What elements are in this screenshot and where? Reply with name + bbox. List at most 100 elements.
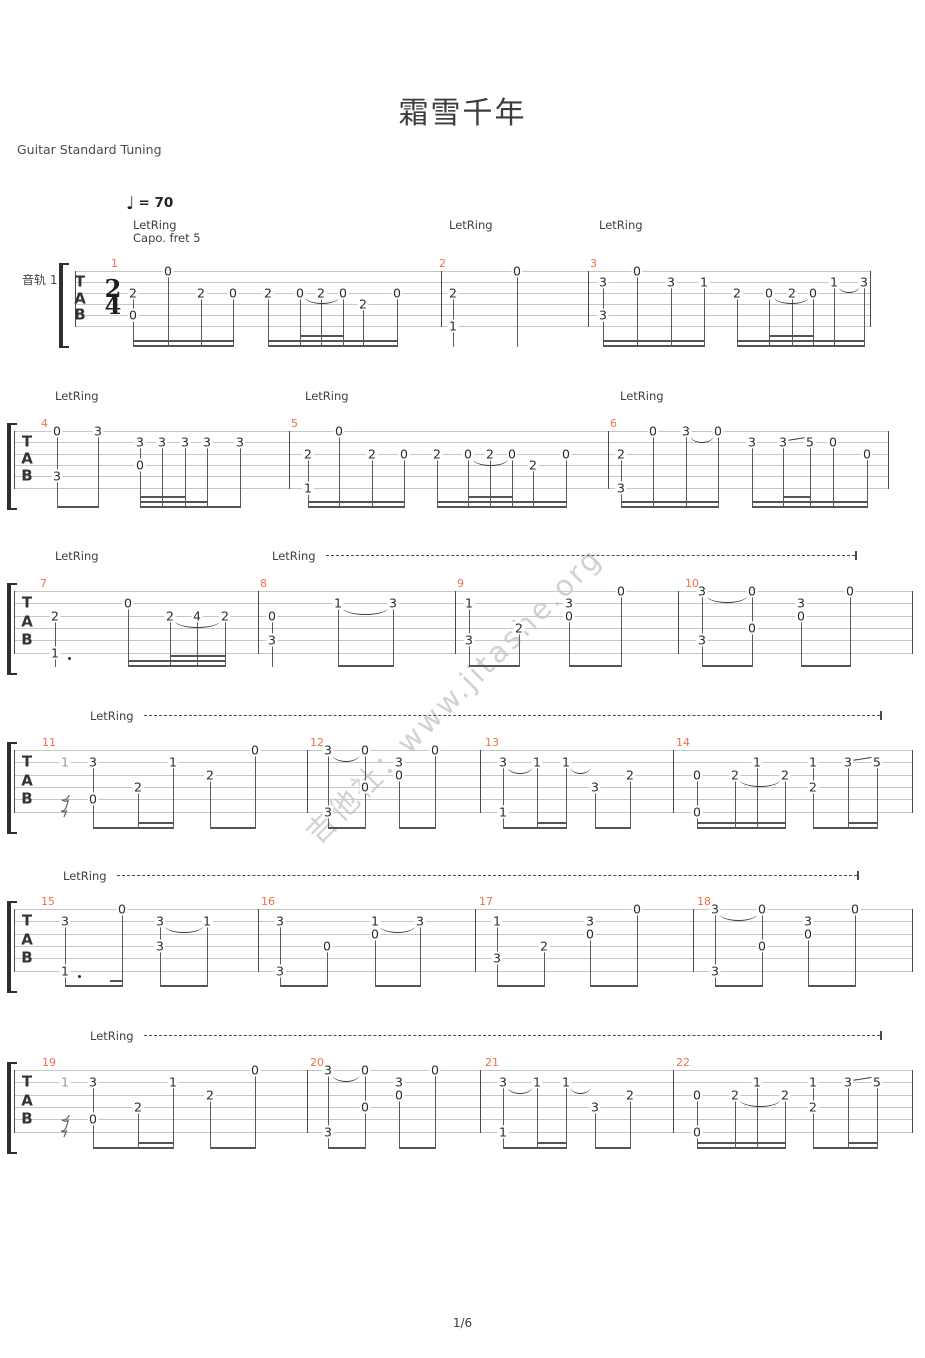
tab-note: 0 (631, 901, 643, 917)
note-stem (594, 792, 596, 830)
note-stem (717, 437, 719, 509)
note-stem (337, 609, 339, 668)
tab-note: 0 (337, 285, 349, 301)
note-stem (254, 756, 256, 830)
time-signature-bottom: 4 (104, 291, 122, 321)
staff-line (14, 627, 912, 629)
note-stem (374, 927, 376, 988)
tab-note: 0 (127, 307, 139, 323)
tab-note: 3 (696, 632, 708, 648)
note-stem (161, 448, 163, 509)
tab-note: 3 (589, 779, 601, 795)
note-stem (232, 299, 234, 348)
note-stem (568, 609, 570, 668)
tab-note: 3 (322, 1123, 334, 1139)
letring-dash (326, 555, 855, 556)
beam (602, 340, 705, 343)
tab-note: 3 (59, 913, 71, 929)
tab-note: 0 (122, 595, 134, 611)
tab-clef-letter: B (21, 466, 33, 485)
tab-note: 2 (807, 779, 819, 795)
barline (258, 909, 259, 972)
tab-note: 3 (709, 901, 721, 917)
tab-note: 1 (167, 1074, 179, 1090)
measure-number: 4 (41, 417, 48, 430)
tab-note: 3 (274, 962, 286, 978)
beam (209, 827, 256, 830)
tab-note: 1 (751, 1074, 763, 1090)
staff-line (14, 591, 912, 592)
slur-arc (838, 285, 860, 293)
beam (696, 1142, 786, 1145)
beam (398, 827, 436, 830)
tab-note: 1 (59, 962, 71, 978)
tab-note: 0 (266, 608, 278, 624)
tab-note: 0 (844, 583, 856, 599)
tab-note: 1 (447, 318, 459, 334)
tab-note: 3 (266, 632, 278, 648)
tab-note: 2 (624, 1087, 636, 1103)
beam (267, 345, 398, 348)
beam (127, 665, 226, 668)
slur-arc (379, 925, 416, 933)
staff-line (75, 304, 870, 305)
tab-note: 2 (731, 285, 743, 301)
letring-dash-end-tick (855, 551, 857, 560)
tab-note: 0 (249, 1062, 261, 1078)
tab-clef-letter: T (74, 272, 86, 291)
note-stem (64, 927, 66, 988)
beam (159, 985, 208, 988)
beam (502, 827, 567, 830)
note-stem (338, 437, 340, 509)
slur-arc (690, 435, 714, 443)
beam (374, 985, 421, 988)
note-stem (782, 448, 784, 509)
beam (620, 506, 719, 509)
tab-note: 3 (92, 423, 104, 439)
beam (307, 501, 405, 504)
tab-note: 0 (227, 285, 239, 301)
note-stem (392, 609, 394, 668)
staff-line (75, 315, 870, 316)
tab-note: 2 (431, 446, 443, 462)
staff-line (14, 476, 888, 478)
tab-note: 1 (807, 754, 819, 770)
beam (327, 1147, 366, 1150)
barline (258, 591, 259, 654)
system-bracket (7, 423, 17, 510)
note-stem (736, 299, 738, 348)
tab-note: 0 (393, 1087, 405, 1103)
note-stem (167, 277, 169, 348)
measure-number: 8 (260, 577, 267, 590)
beam (768, 335, 814, 338)
note-stem (866, 459, 868, 509)
tab-note: 0 (116, 901, 128, 917)
measure-number: 2 (439, 257, 446, 270)
barline (673, 1070, 674, 1133)
tab-note: 2 (538, 938, 550, 954)
note-stem (209, 780, 211, 830)
note-stem (267, 299, 269, 348)
tab-note: 0 (51, 423, 63, 439)
slur-arc (472, 458, 509, 466)
barline (673, 750, 674, 813)
barline (588, 271, 589, 327)
capo-label: Capo. fret 5 (133, 231, 201, 245)
tab-note: 2 (127, 285, 139, 301)
tab-note: 0 (691, 767, 703, 783)
note-stem (516, 277, 518, 348)
note-stem (511, 459, 513, 509)
tab-note: 1 (698, 274, 710, 290)
augmentation-dot (68, 657, 71, 660)
beam (807, 985, 856, 988)
slur-arc (507, 766, 533, 774)
note-stem (589, 927, 591, 988)
note-stem (629, 1100, 631, 1150)
tab-note: 0 (398, 446, 410, 462)
tab-note: 0 (393, 767, 405, 783)
note-stem (636, 277, 638, 348)
note-stem (342, 299, 344, 348)
beam (502, 1147, 567, 1150)
note-stem (847, 768, 849, 830)
tab-note: 3 (584, 913, 596, 929)
